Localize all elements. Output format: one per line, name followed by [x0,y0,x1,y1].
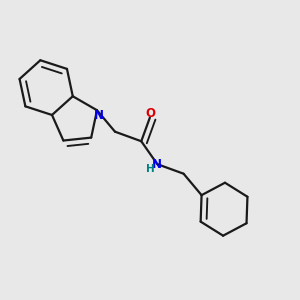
Text: N: N [152,158,162,171]
Text: H: H [146,164,155,175]
Text: N: N [94,109,103,122]
Text: O: O [145,107,155,120]
